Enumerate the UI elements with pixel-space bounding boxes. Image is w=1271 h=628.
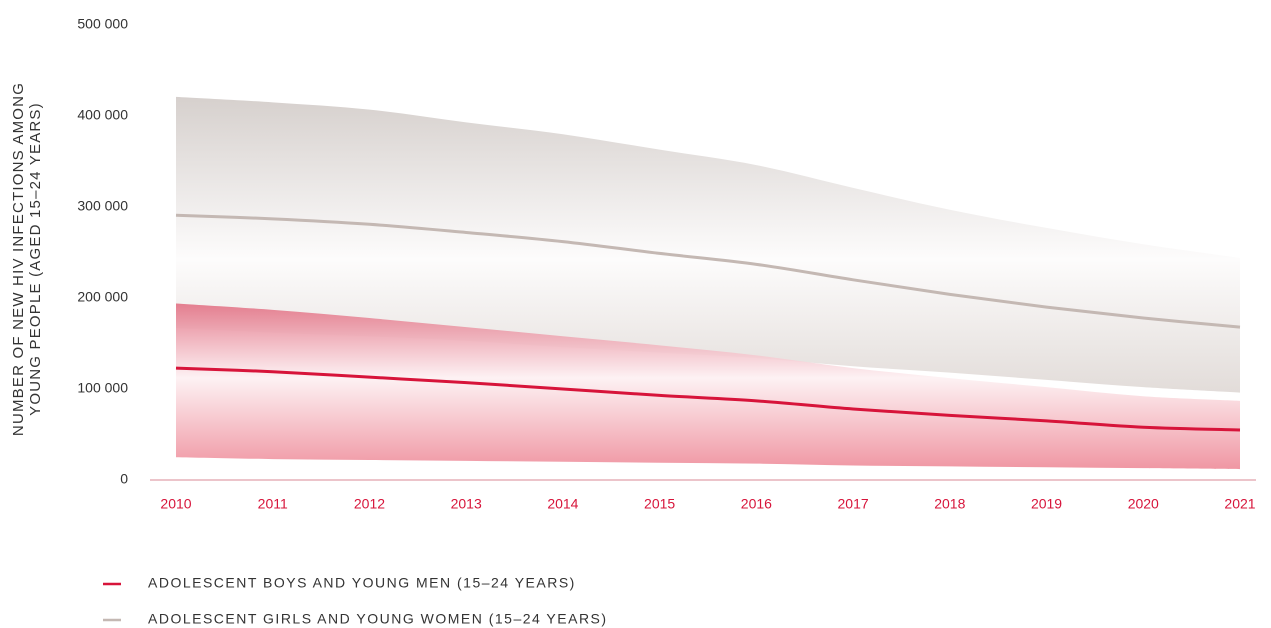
uncertainty-band	[176, 303, 1240, 470]
x-tick-label: 2014	[547, 496, 578, 512]
x-tick-label: 2016	[741, 496, 772, 512]
legend-label: ADOLESCENT GIRLS AND YOUNG WOMEN (15–24 …	[148, 611, 608, 627]
x-tick-label: 2021	[1224, 496, 1255, 512]
x-tick-label: 2010	[160, 496, 191, 512]
series-line	[175, 366, 1241, 432]
x-tick-label: 2013	[451, 496, 482, 512]
series-line	[175, 213, 1241, 329]
y-tick-label: 500 000	[77, 16, 128, 32]
y-tick-label: 200 000	[77, 289, 128, 305]
x-tick-label: 2012	[354, 496, 385, 512]
x-tick-label: 2020	[1128, 496, 1159, 512]
y-tick-label: 0	[120, 471, 128, 487]
y-tick-label: 300 000	[77, 198, 128, 214]
x-tick-label: 2017	[838, 496, 869, 512]
x-tick-label: 2019	[1031, 496, 1062, 512]
x-tick-label: 2011	[258, 496, 288, 512]
y-tick-label: 100 000	[77, 380, 128, 396]
legend-label: ADOLESCENT BOYS AND YOUNG MEN (15–24 YEA…	[148, 575, 576, 591]
uncertainty-band	[176, 96, 1240, 393]
y-tick-label: 400 000	[77, 107, 128, 123]
y-axis-label: NUMBER OF NEW HIV INFECTIONS AMONG YOUNG…	[10, 81, 44, 437]
x-tick-label: 2015	[644, 496, 675, 512]
x-tick-label: 2018	[934, 496, 965, 512]
